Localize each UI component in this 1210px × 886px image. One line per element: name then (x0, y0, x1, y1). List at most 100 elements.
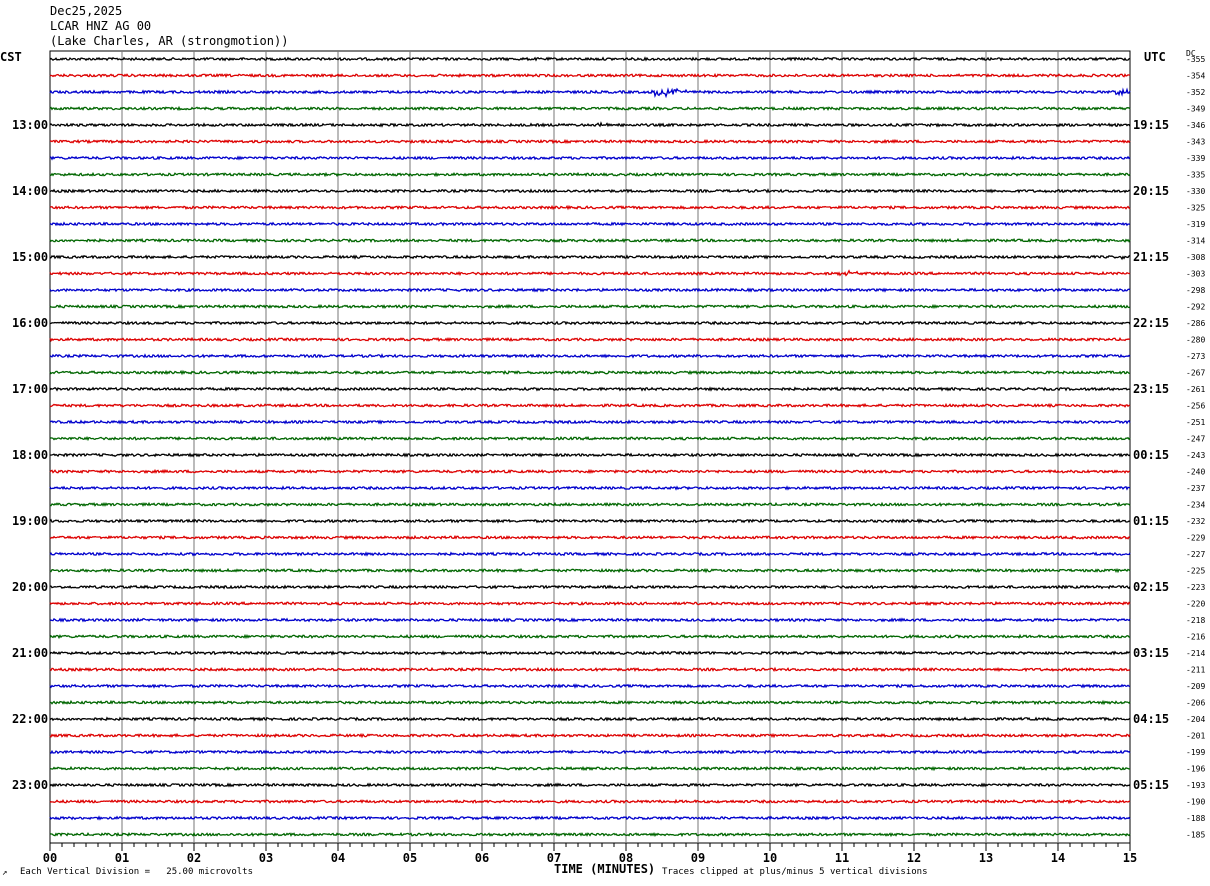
station-code: LCAR HNZ AG 00 (50, 19, 152, 33)
trace-line (49, 204, 1131, 211)
dc-offset-label: -343 (1186, 138, 1205, 147)
right-hour-label: 20:15 (1133, 184, 1169, 198)
x-tick-label: 13 (979, 851, 993, 865)
right-hour-label: 05:15 (1133, 778, 1169, 792)
trace-line (49, 716, 1131, 722)
dc-offset-label: -232 (1186, 517, 1205, 526)
dc-offset-label: -188 (1186, 814, 1205, 823)
dc-offset-label: -280 (1186, 336, 1205, 345)
trace-line (49, 138, 1131, 145)
dc-offset-label: -267 (1186, 369, 1205, 378)
trace-line (49, 221, 1131, 227)
dc-offset-label: -286 (1186, 319, 1205, 328)
trace-line (49, 336, 1131, 343)
trace-line (49, 732, 1131, 739)
left-hour-label: 23:00 (12, 778, 48, 792)
trace-line (49, 188, 1131, 194)
dc-offset-label: -193 (1186, 781, 1205, 790)
dc-offset-label: -229 (1186, 534, 1205, 543)
trace-line (49, 699, 1131, 706)
trace-line (49, 600, 1131, 607)
trace-line (49, 551, 1131, 557)
vertical-division-note: Each Vertical Division = 25.00 microvolt… (20, 867, 253, 877)
trace-line (49, 749, 1131, 755)
right-hour-label: 19:15 (1133, 118, 1169, 132)
trace-line (49, 584, 1131, 590)
trace-line (49, 452, 1131, 458)
trace-line (49, 782, 1131, 788)
clipping-note: Traces clipped at plus/minus 5 vertical … (662, 867, 928, 877)
trace-line (49, 831, 1131, 838)
dc-offset-label: -218 (1186, 616, 1205, 625)
right-hour-label: 22:15 (1133, 316, 1169, 330)
trace-line (49, 534, 1131, 541)
dc-offset-label: -196 (1186, 765, 1205, 774)
dc-offset-label: -237 (1186, 484, 1205, 493)
right-hour-label: 02:15 (1133, 580, 1169, 594)
x-tick-label: 08 (619, 851, 633, 865)
x-tick-label: 03 (259, 851, 273, 865)
corner-arrow-icon: ↗ (2, 868, 8, 878)
trace-line (49, 269, 1131, 277)
dc-offset-label: -220 (1186, 600, 1205, 609)
x-tick-label: 14 (1051, 851, 1065, 865)
dc-offset-label: -354 (1186, 72, 1205, 81)
left-hour-label: 18:00 (12, 448, 48, 462)
trace-line (49, 155, 1131, 161)
dc-offset-label: -330 (1186, 187, 1205, 196)
trace-line (49, 303, 1131, 310)
x-tick-label: 04 (331, 851, 345, 865)
trace-line (49, 237, 1131, 244)
dc-offset-label: -308 (1186, 253, 1205, 262)
dc-offset-label: -223 (1186, 583, 1205, 592)
dc-offset-label: -214 (1186, 649, 1205, 658)
dc-offset-label: -206 (1186, 699, 1205, 708)
trace-line (49, 402, 1131, 409)
dc-offset-label: -201 (1186, 732, 1205, 741)
plot-date: Dec25,2025 (50, 4, 123, 18)
trace-line (49, 72, 1131, 79)
trace-line (49, 105, 1131, 112)
dc-offset-label: -234 (1186, 501, 1205, 510)
trace-line (49, 815, 1131, 821)
dc-offset-label: -355 (1186, 55, 1205, 64)
x-tick-label: 09 (691, 851, 705, 865)
right-hour-label: 01:15 (1133, 514, 1169, 528)
dc-offset-label: -298 (1186, 286, 1205, 295)
x-tick-label: 11 (835, 851, 849, 865)
trace-line (49, 617, 1131, 623)
dc-offset-label: -251 (1186, 418, 1205, 427)
right-hour-label: 03:15 (1133, 646, 1169, 660)
dc-offset-label: -303 (1186, 270, 1205, 279)
left-hour-label: 17:00 (12, 382, 48, 396)
station-location: (Lake Charles, AR (strongmotion)) (50, 34, 289, 48)
right-hour-label: 23:15 (1133, 382, 1169, 396)
dc-offset-label: -216 (1186, 633, 1205, 642)
dc-offset-label: -211 (1186, 666, 1205, 675)
x-axis-title: TIME (MINUTES) (554, 862, 656, 876)
trace-line (49, 666, 1131, 673)
dc-offset-label: -325 (1186, 204, 1205, 213)
x-tick-label: 06 (475, 851, 489, 865)
trace-line (49, 633, 1131, 640)
trace-line (49, 386, 1131, 392)
trace-line (49, 353, 1131, 359)
x-tick-label: 07 (547, 851, 561, 865)
dc-offset-label: -346 (1186, 121, 1205, 130)
trace-line (49, 56, 1131, 62)
dc-offset-label: -319 (1186, 220, 1205, 229)
dc-offset-label: -240 (1186, 468, 1205, 477)
left-hour-label: 21:00 (12, 646, 48, 660)
left-hour-label: 15:00 (12, 250, 48, 264)
dc-offset-header: DC (1186, 49, 1196, 58)
trace-line (49, 121, 1131, 128)
x-tick-label: 01 (115, 851, 129, 865)
dc-offset-label: -209 (1186, 682, 1205, 691)
x-tick-label: 10 (763, 851, 777, 865)
trace-line (49, 435, 1131, 442)
dc-offset-label: -185 (1186, 831, 1205, 840)
left-hour-label: 13:00 (12, 118, 48, 132)
trace-line (49, 254, 1131, 261)
dc-offset-label: -204 (1186, 715, 1205, 724)
